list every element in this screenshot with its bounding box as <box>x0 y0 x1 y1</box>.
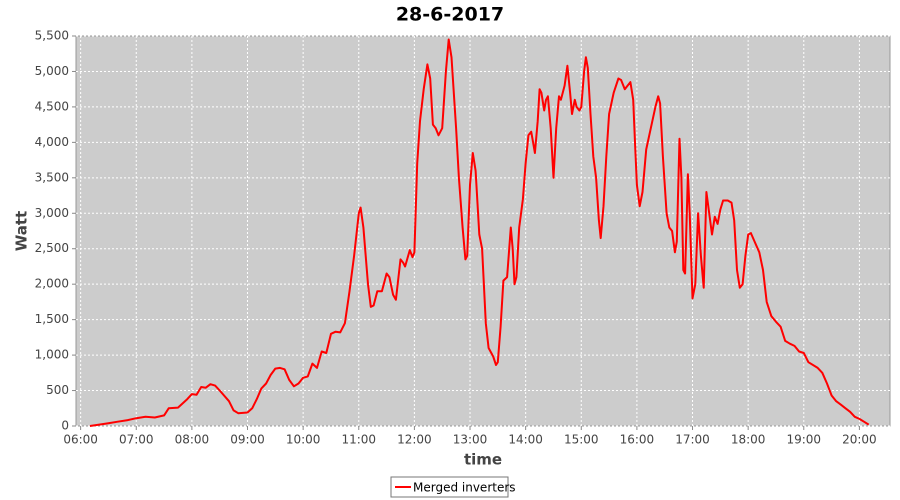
y-tick-label: 4,000 <box>35 135 69 149</box>
y-tick-label: 500 <box>46 383 69 397</box>
y-tick-label: 1,000 <box>35 348 69 362</box>
y-tick-label: 1,500 <box>35 312 69 326</box>
x-tick-label: 07:00 <box>119 433 154 447</box>
x-tick-label: 14:00 <box>508 433 543 447</box>
y-tick-label: 0 <box>61 419 69 433</box>
y-tick-label: 2,500 <box>35 241 69 255</box>
x-tick-label: 10:00 <box>286 433 321 447</box>
y-tick-label: 3,500 <box>35 170 69 184</box>
x-tick-label: 09:00 <box>230 433 265 447</box>
x-tick-label: 13:00 <box>453 433 488 447</box>
x-tick-label: 08:00 <box>175 433 210 447</box>
x-tick-label: 15:00 <box>564 433 599 447</box>
y-tick-label: 3,000 <box>35 206 69 220</box>
y-tick-label: 4,500 <box>35 99 69 113</box>
x-tick-label: 18:00 <box>731 433 766 447</box>
x-tick-label: 06:00 <box>63 433 98 447</box>
chart-title: 28-6-2017 <box>396 4 504 26</box>
legend <box>390 476 509 498</box>
y-tick-label: 2,000 <box>35 277 69 291</box>
x-axis-label: time <box>464 451 502 469</box>
y-axis-label: Watt <box>13 211 31 251</box>
plot-area <box>75 35 891 427</box>
y-tick-label: 5,000 <box>35 64 69 78</box>
y-tick-label: 5,500 <box>35 29 69 43</box>
x-tick-label: 20:00 <box>842 433 877 447</box>
x-tick-label: 16:00 <box>620 433 655 447</box>
x-tick-label: 12:00 <box>397 433 432 447</box>
series-line <box>89 38 870 427</box>
x-tick-label: 17:00 <box>675 433 710 447</box>
legend-label: Merged inverters <box>413 481 516 495</box>
x-tick-label: 19:00 <box>786 433 821 447</box>
x-tick-label: 11:00 <box>341 433 376 447</box>
